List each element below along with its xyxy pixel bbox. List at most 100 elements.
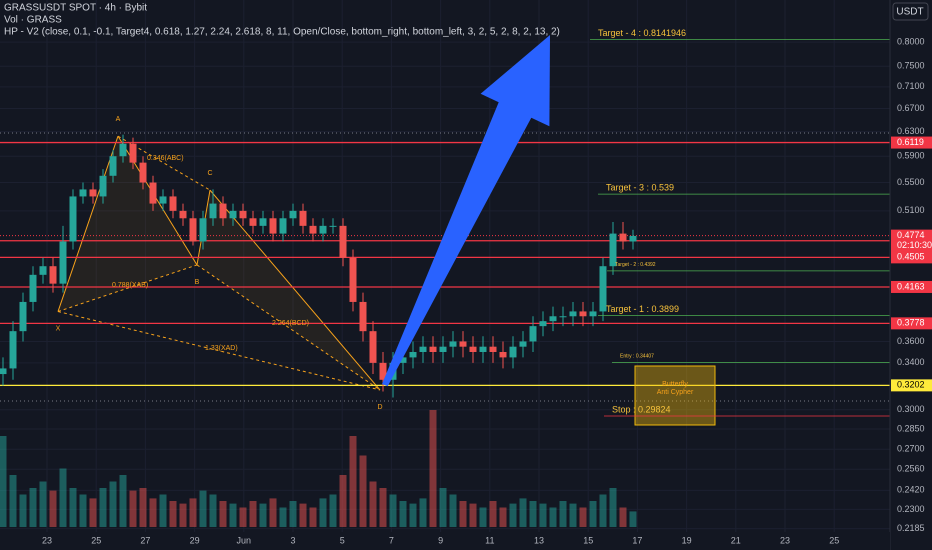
volume-bar: [359, 455, 367, 527]
candle-body: [109, 156, 117, 176]
y-tick-label: 0.5100: [897, 205, 925, 215]
x-tick-label: 23: [780, 535, 790, 545]
x-tick-label: 9: [438, 535, 443, 545]
candle-body: [169, 196, 177, 211]
candle-body: [439, 346, 447, 353]
volume-bar: [429, 410, 437, 527]
y-tick-label: 0.6300: [897, 126, 925, 136]
volume-bar: [219, 501, 227, 527]
pattern-ratio-line: [196, 264, 381, 391]
pattern-point-label: C: [207, 170, 212, 177]
volume-bar: [159, 494, 167, 527]
candle-body: [69, 196, 77, 242]
volume-bar: [579, 507, 587, 527]
volume-bar: [349, 436, 357, 527]
volume-bar: [289, 501, 297, 527]
volume-bar: [439, 488, 447, 527]
x-tick-label: 13: [534, 535, 544, 545]
time-axis-layer: 23 25 27 29 Jun 3 5 7 9 11 13 15 17 19 21 23 25: [42, 535, 839, 545]
volume-bar: [179, 503, 187, 527]
volume-bar: [199, 490, 207, 527]
last-price-label: 0.4774: [897, 230, 925, 240]
y-tick-label: 0.7500: [897, 61, 925, 71]
forecast-arrow: [382, 35, 550, 387]
candle-body: [259, 218, 267, 226]
x-tick-label: 27: [140, 535, 150, 545]
level-tag-label: 0.4163: [897, 281, 925, 291]
currency[interactable]: USDT: [896, 7, 923, 18]
volume-bar: [149, 498, 157, 527]
volume-bar: [419, 498, 427, 527]
pattern-point-label: D: [377, 404, 382, 411]
candle-body: [129, 143, 137, 163]
pattern-layer: X A B C D: [56, 116, 383, 411]
volume-bar: [559, 501, 567, 527]
candle-body: [399, 357, 407, 363]
volume-bar: [169, 501, 177, 527]
volume-bar: [279, 507, 287, 527]
x-tick-label: 21: [731, 535, 741, 545]
candle-body: [619, 233, 627, 242]
level-tag: [891, 136, 932, 149]
candle-body: [339, 225, 347, 258]
volume-bar: [529, 501, 537, 527]
volume-layer: [0, 410, 637, 527]
candle-body: [179, 210, 187, 219]
target-label: Stop : 0.29824: [612, 404, 671, 414]
candle-body: [299, 210, 307, 226]
x-tick-label: Jun: [237, 535, 252, 545]
volume-bar: [69, 488, 77, 527]
x-tick-label: 17: [632, 535, 642, 545]
y-tick-label: 0.2850: [897, 423, 925, 433]
candle-body: [529, 326, 537, 342]
y-tick-label: 0.2185: [897, 523, 925, 533]
candle-body: [539, 321, 547, 327]
volume-bar: [39, 481, 47, 527]
volume-bar: [249, 501, 257, 527]
target-label: Target - 2 : 0.4392: [615, 262, 656, 268]
volume-bar: [269, 498, 277, 527]
currency-button[interactable]: [892, 2, 929, 21]
level-tag: [891, 317, 932, 330]
candle-body: [419, 346, 427, 353]
time-axis: [0, 532, 890, 550]
candle-body: [269, 218, 277, 234]
volume-bar: [509, 503, 517, 527]
volume-bar: [229, 503, 237, 527]
volume-bar: [139, 488, 147, 527]
x-tick-label: 7: [389, 535, 394, 545]
candle-body: [509, 346, 517, 358]
x-tick-label: 15: [583, 535, 593, 545]
title: GRASSUSDT SPOT · 4h · Bybit: [4, 3, 147, 14]
y-tick-label: 0.2300: [897, 504, 925, 514]
volume-bar: [569, 503, 577, 527]
candle-body: [99, 175, 107, 197]
candle-body: [139, 162, 147, 183]
subtitle: Vol · GRASS: [4, 15, 62, 26]
candle-body: [59, 241, 67, 284]
candle-body: [49, 266, 57, 284]
candle-body: [409, 352, 417, 358]
volume-bar: [589, 501, 597, 527]
candle-body: [239, 210, 247, 219]
candle-body: [589, 311, 597, 317]
candle-body: [19, 301, 27, 332]
candle-body: [459, 341, 467, 347]
y-tick-label: 0.8000: [897, 36, 925, 46]
level-tag-label: 0.6119: [897, 137, 924, 147]
candle-body: [429, 346, 437, 353]
level-tag-label: 0.4505: [897, 252, 925, 262]
ratio-label: 2.264(BCD): [272, 320, 309, 327]
ratio-label: 0.788(XAB): [112, 282, 148, 289]
volume-bar: [409, 503, 417, 527]
volume-bar: [549, 507, 557, 527]
volume-bar: [599, 494, 607, 527]
volume-bar: [209, 494, 217, 527]
candle-body: [489, 346, 497, 353]
candle-body: [289, 210, 297, 219]
candle-body: [329, 225, 337, 227]
pattern-fill: [197, 190, 380, 390]
candle-body: [9, 331, 17, 369]
